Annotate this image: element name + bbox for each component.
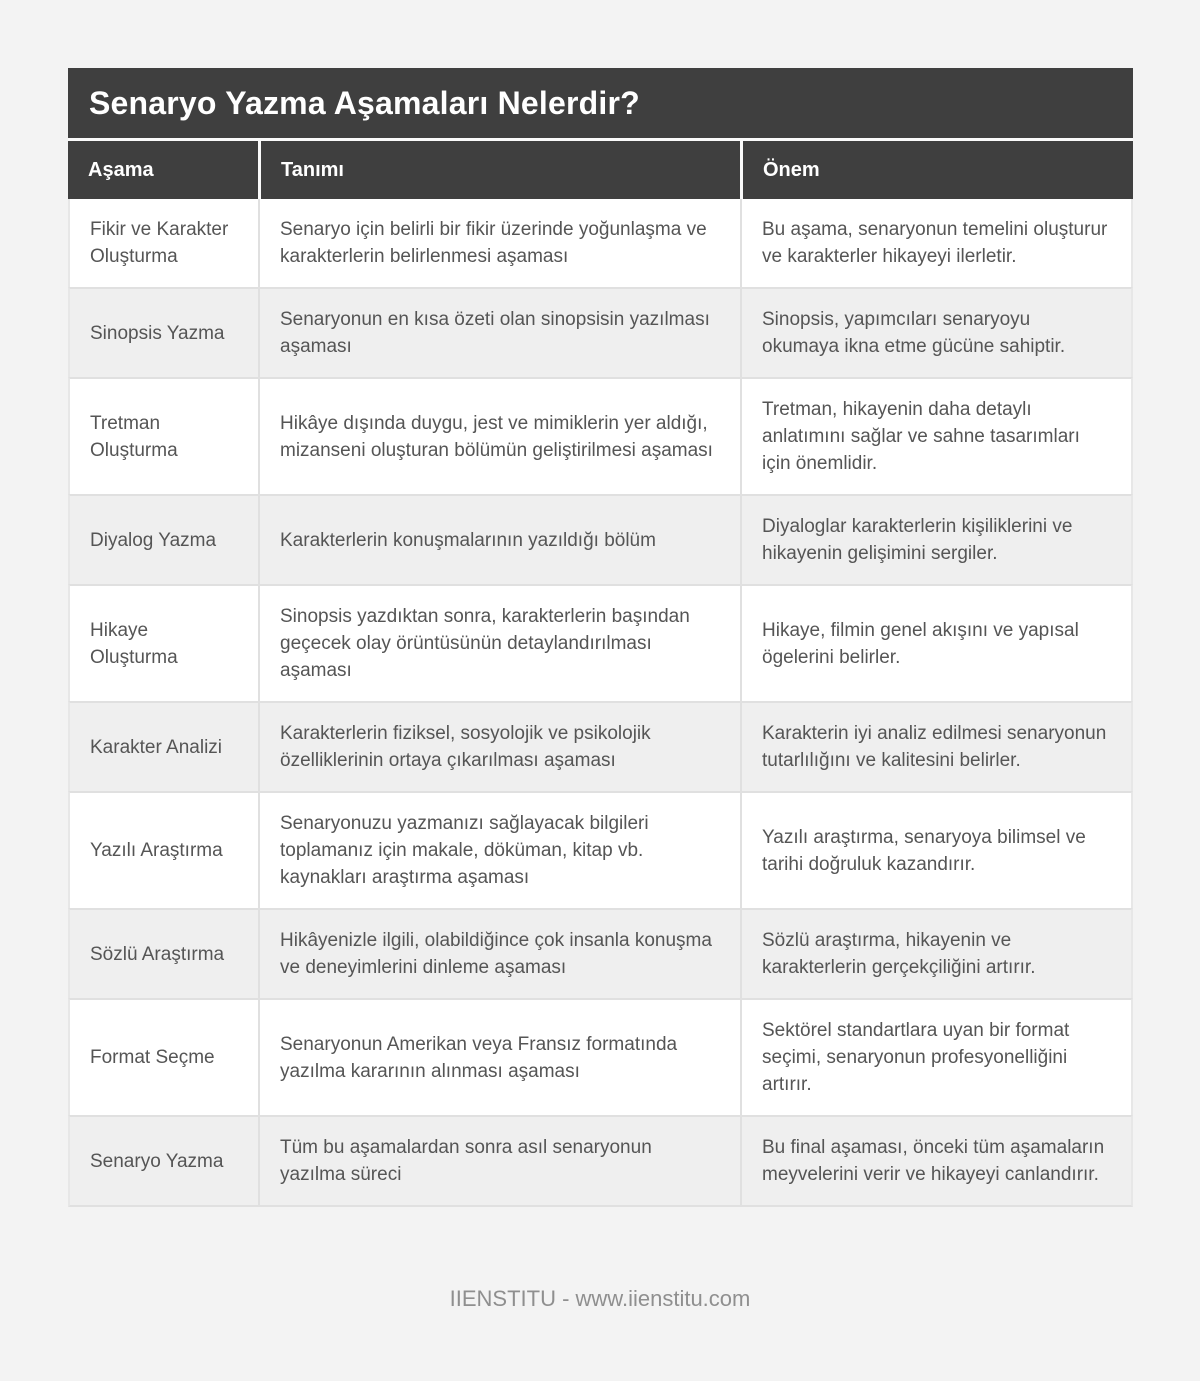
- cell-onem: Karakterin iyi analiz edilmesi senaryonu…: [740, 701, 1133, 791]
- table-body: Fikir ve Karakter Oluşturma Senaryo için …: [68, 199, 1133, 1207]
- table-row: Diyalog Yazma Karakterlerin konuşmalarını…: [68, 494, 1133, 584]
- table-row: Format Seçme Senaryonun Amerikan veya Fra…: [68, 998, 1133, 1115]
- cell-tanimi: Sinopsis yazdıktan sonra, karakterlerin …: [258, 584, 740, 701]
- footer-credit: IIENSTITU - www.iienstitu.com: [449, 1286, 751, 1311]
- cell-asama: Senaryo Yazma: [68, 1115, 258, 1207]
- stages-table-card: Senaryo Yazma Aşamaları Nelerdir? Aşama …: [68, 68, 1133, 1207]
- cell-onem: Diyaloglar karakterlerin kişiliklerini v…: [740, 494, 1133, 584]
- cell-tanimi: Senaryonun Amerikan veya Fransız formatı…: [258, 998, 740, 1115]
- cell-tanimi: Hikâye dışında duygu, jest ve mimiklerin…: [258, 377, 740, 494]
- page-title: Senaryo Yazma Aşamaları Nelerdir?: [68, 68, 1133, 141]
- cell-tanimi: Senaryo için belirli bir fikir üzerinde …: [258, 199, 740, 287]
- cell-onem: Sektörel standartlara uyan bir format se…: [740, 998, 1133, 1115]
- cell-onem: Hikaye, filmin genel akışını ve yapısal …: [740, 584, 1133, 701]
- column-header-asama: Aşama: [68, 141, 258, 199]
- table-row: Senaryo Yazma Tüm bu aşamalardan sonra as…: [68, 1115, 1133, 1207]
- cell-asama: Tretman Oluşturma: [68, 377, 258, 494]
- cell-asama: Sözlü Araştırma: [68, 908, 258, 998]
- cell-tanimi: Karakterlerin konuşmalarının yazıldığı b…: [258, 494, 740, 584]
- cell-tanimi: Tüm bu aşamalardan sonra asıl senaryonun…: [258, 1115, 740, 1207]
- cell-asama: Karakter Analizi: [68, 701, 258, 791]
- cell-onem: Bu aşama, senaryonun temelini oluşturur …: [740, 199, 1133, 287]
- table-row: Fikir ve Karakter Oluşturma Senaryo için …: [68, 199, 1133, 287]
- cell-tanimi: Hikâyenizle ilgili, olabildiğince çok in…: [258, 908, 740, 998]
- column-header-tanimi: Tanımı: [258, 141, 740, 199]
- table-row: Sinopsis Yazma Senaryonun en kısa özeti o…: [68, 287, 1133, 377]
- cell-tanimi: Senaryonuzu yazmanızı sağlayacak bilgile…: [258, 791, 740, 908]
- cell-asama: Sinopsis Yazma: [68, 287, 258, 377]
- table-header-row: Aşama Tanımı Önem: [68, 141, 1133, 199]
- cell-tanimi: Senaryonun en kısa özeti olan sinopsisin…: [258, 287, 740, 377]
- table-row: Tretman Oluşturma Hikâye dışında duygu, j…: [68, 377, 1133, 494]
- cell-onem: Tretman, hikayenin daha detaylı anlatımı…: [740, 377, 1133, 494]
- cell-asama: Hikaye Oluşturma: [68, 584, 258, 701]
- cell-asama: Yazılı Araştırma: [68, 791, 258, 908]
- column-header-onem: Önem: [740, 141, 1133, 199]
- table-row: Hikaye Oluşturma Sinopsis yazdıktan sonra…: [68, 584, 1133, 701]
- cell-asama: Diyalog Yazma: [68, 494, 258, 584]
- cell-asama: Format Seçme: [68, 998, 258, 1115]
- cell-onem: Yazılı araştırma, senaryoya bilimsel ve …: [740, 791, 1133, 908]
- cell-asama: Fikir ve Karakter Oluşturma: [68, 199, 258, 287]
- cell-tanimi: Karakterlerin fiziksel, sosyolojik ve ps…: [258, 701, 740, 791]
- cell-onem: Bu final aşaması, önceki tüm aşamaların …: [740, 1115, 1133, 1207]
- table-row: Sözlü Araştırma Hikâyenizle ilgili, olabi…: [68, 908, 1133, 998]
- cell-onem: Sinopsis, yapımcıları senaryoyu okumaya …: [740, 287, 1133, 377]
- cell-onem: Sözlü araştırma, hikayenin ve karakterle…: [740, 908, 1133, 998]
- stages-table: Aşama Tanımı Önem Fikir ve Karakter Oluş…: [68, 141, 1133, 1207]
- table-row: Yazılı Araştırma Senaryonuzu yazmanızı sa…: [68, 791, 1133, 908]
- table-row: Karakter Analizi Karakterlerin fiziksel, …: [68, 701, 1133, 791]
